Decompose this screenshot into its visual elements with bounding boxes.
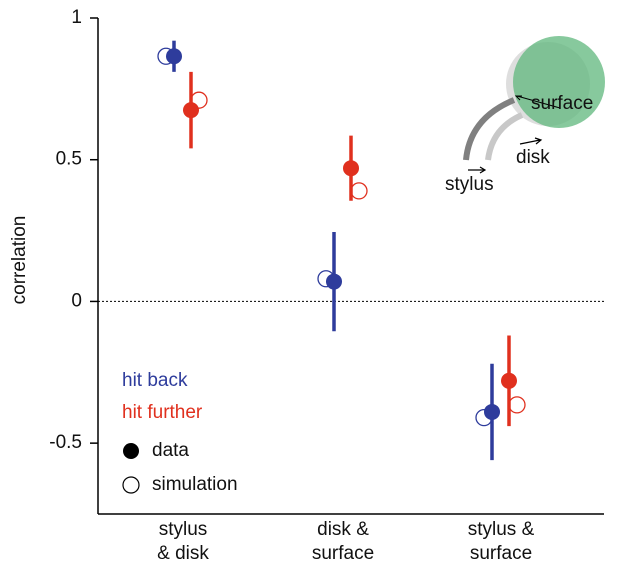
simulation-point (350, 182, 368, 200)
data-point (501, 372, 517, 389)
inset-label: disk (516, 147, 550, 168)
arrow (468, 166, 487, 174)
y-tick-label: 0 (71, 290, 82, 311)
x-tick-label: stylus & disk (157, 519, 209, 564)
inset-diagram (463, 36, 605, 174)
y-tick-label: 1 (71, 7, 82, 28)
legend-filled-marker (123, 443, 139, 459)
arrow (519, 137, 543, 145)
y-axis-label: correlation (9, 216, 30, 305)
legend-label: simulation (152, 474, 238, 495)
stylus-arc (463, 97, 516, 161)
y-tick-label: 0.5 (56, 149, 82, 170)
data-point (183, 102, 199, 119)
legend-label: hit further (122, 402, 203, 423)
data-point (166, 48, 182, 65)
surface-circle (513, 36, 605, 128)
data-point (326, 273, 342, 290)
simulation-point (508, 396, 526, 414)
x-tick-label: stylus & surface (467, 519, 535, 564)
data-point (484, 403, 500, 420)
inset-label: stylus (445, 174, 494, 195)
x-tick-label: disk & surface (311, 519, 375, 564)
legend-label: hit back (122, 370, 188, 391)
legend-open-marker (122, 476, 140, 494)
arrow (514, 95, 561, 109)
inset-label: surface (531, 93, 593, 114)
y-tick-label: -0.5 (49, 432, 82, 453)
legend-label: data (152, 440, 189, 461)
data-point (343, 160, 359, 177)
disk-arc (485, 112, 524, 161)
